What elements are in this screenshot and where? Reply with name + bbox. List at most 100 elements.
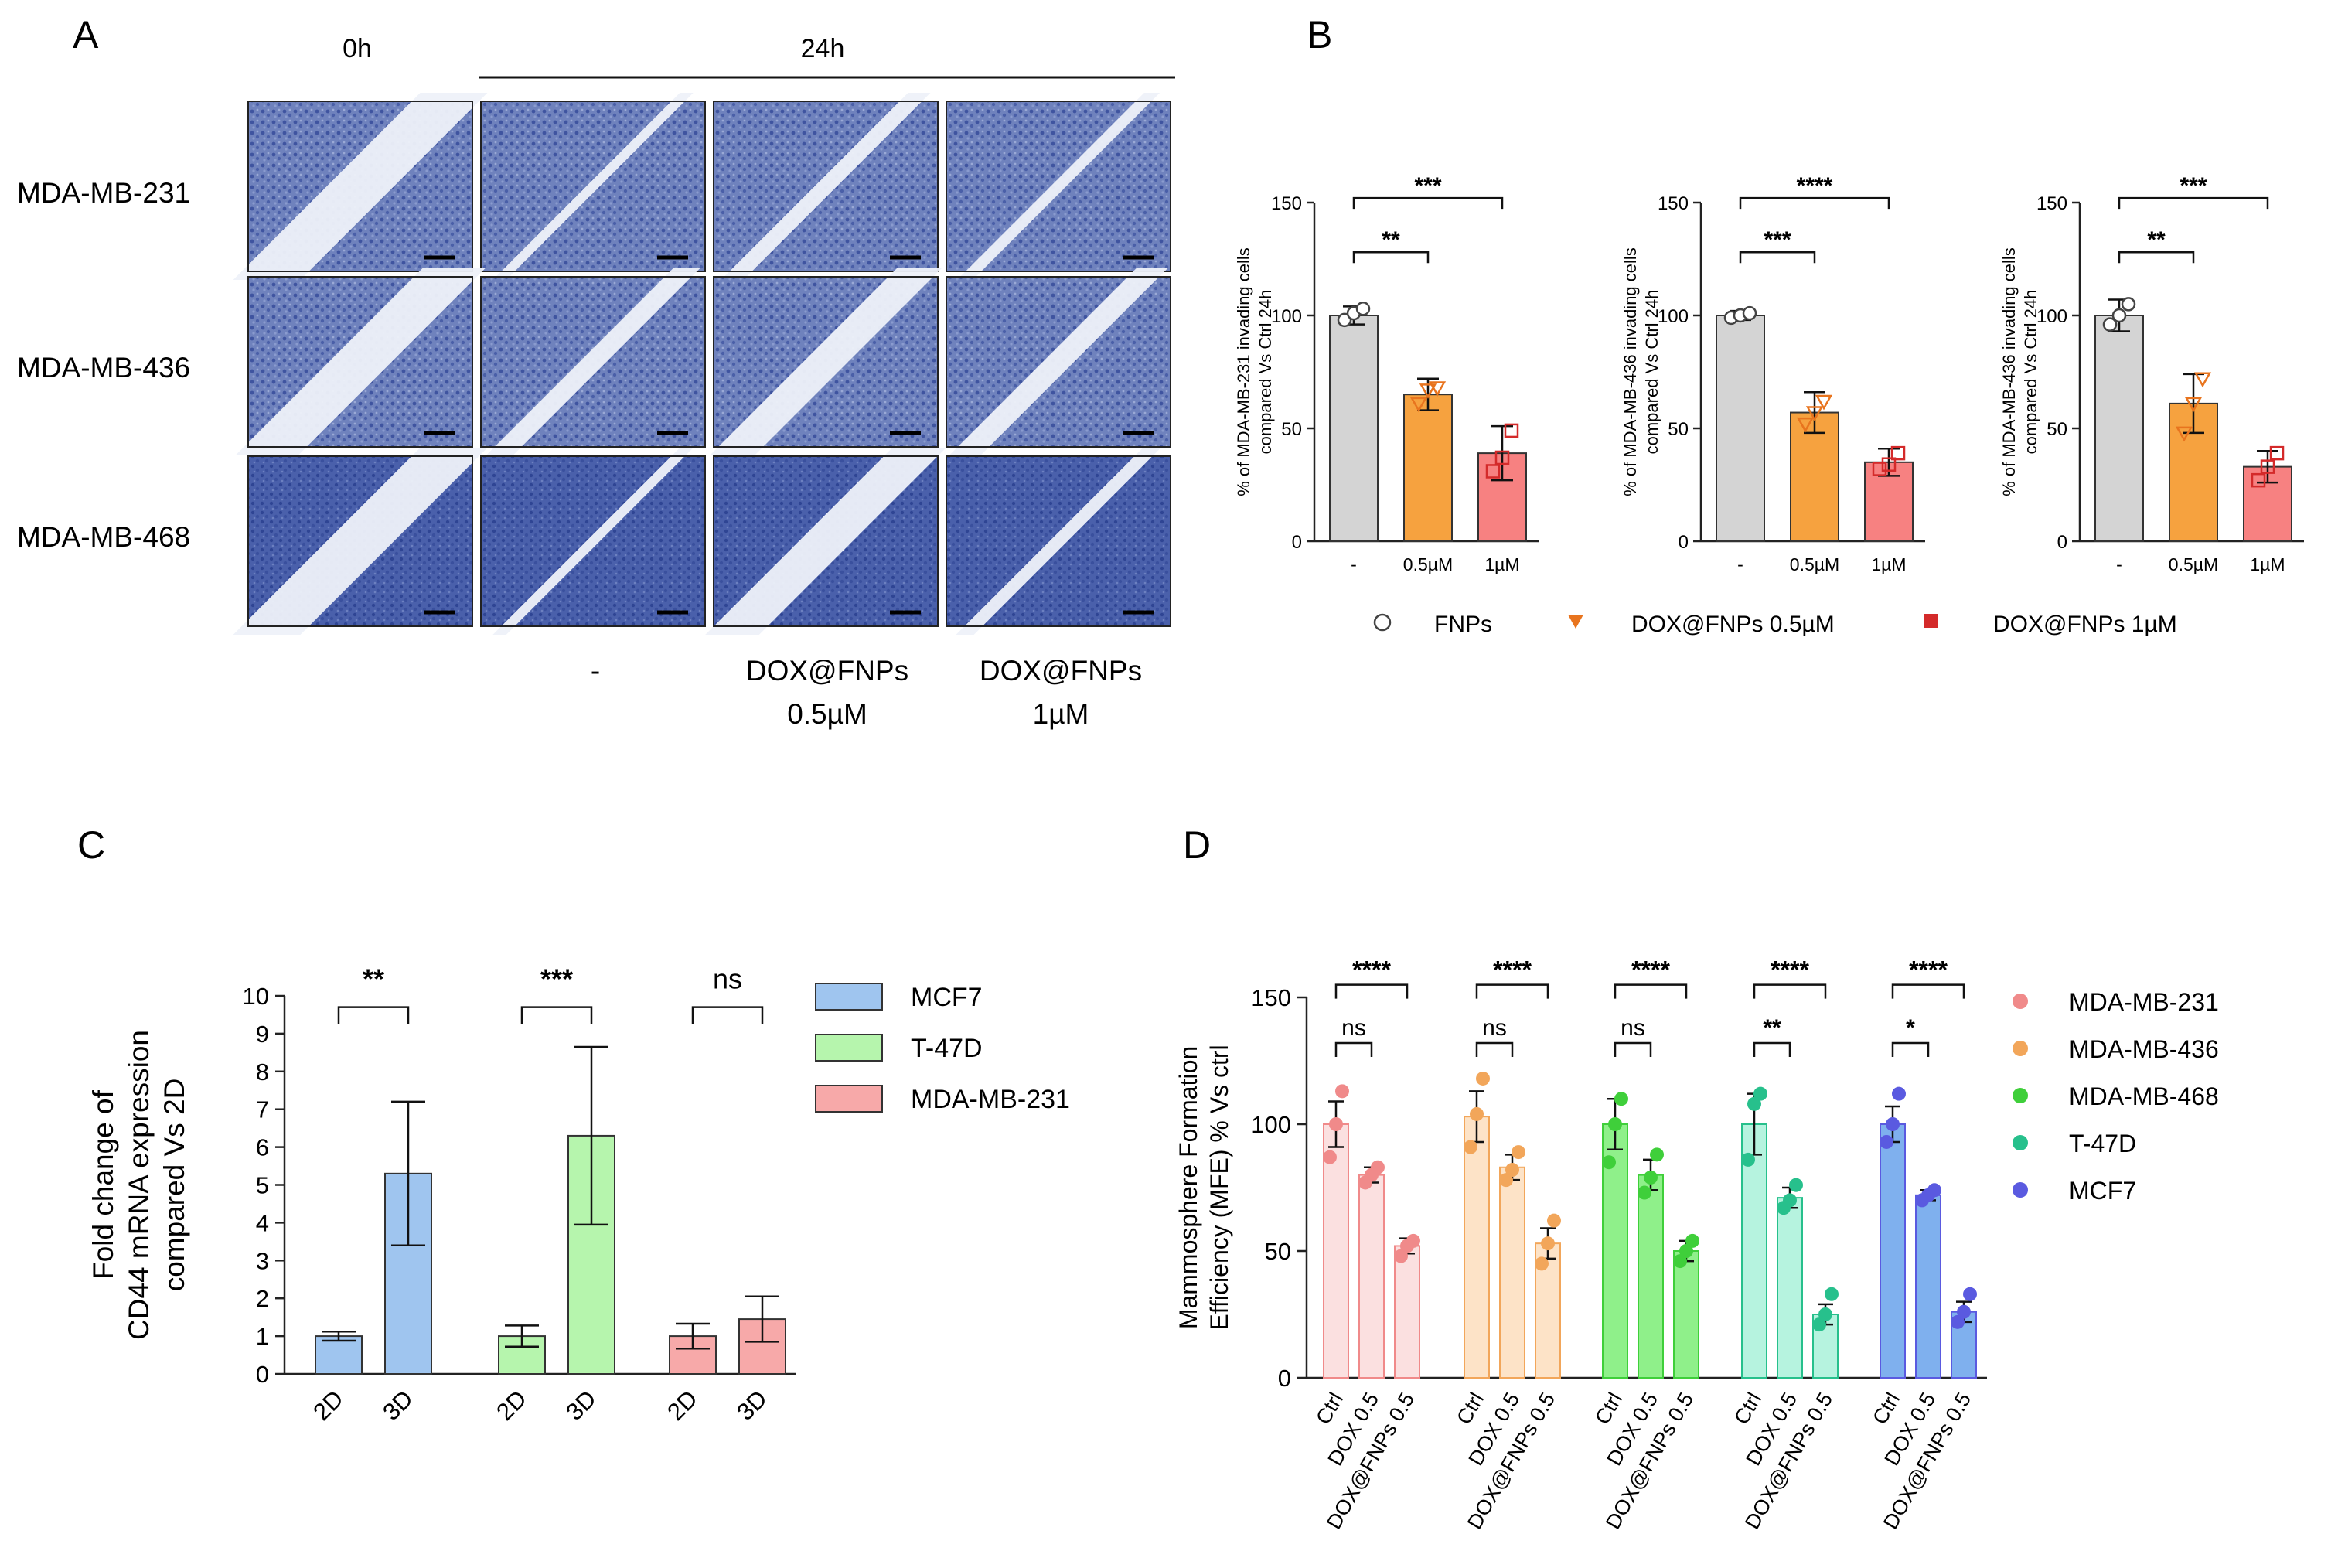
significance-label-small: ns [1341, 1015, 1366, 1041]
x-tick-label: 2D [491, 1385, 532, 1426]
data-point [1476, 1071, 1490, 1086]
data-point [1535, 1256, 1549, 1271]
significance-bracket-big [1334, 983, 1409, 999]
data-point [2121, 297, 2136, 312]
significance-bracket [691, 1006, 764, 1024]
legend-c-t47d-swatch [815, 1034, 883, 1062]
legend-c-mcf7-swatch [815, 983, 883, 1011]
treatment-label-dox-0.5-line1: DOX@FNPs [746, 655, 908, 687]
y-tick-label: 6 [256, 1134, 269, 1161]
data-point [2193, 372, 2212, 388]
data-point [2175, 426, 2193, 442]
significance-label: *** [2180, 173, 2207, 199]
micrograph-frame [247, 276, 473, 448]
data-point [1673, 1254, 1687, 1269]
data-point [1650, 1147, 1664, 1162]
data-point [2111, 308, 2127, 323]
micrograph-frame [480, 455, 706, 627]
data-point [1323, 1150, 1337, 1164]
y-axis-label: Fold change of CD44 mRNA expression compar… [87, 1030, 190, 1340]
row-label-mda-mb-468: MDA-MB-468 [17, 521, 190, 553]
y-axis-label-line: % of MDA-MB-231 invading cells [1234, 247, 1253, 496]
significance-label-small: ns [1621, 1015, 1645, 1041]
significance-label: ** [1382, 227, 1400, 253]
data-point [1796, 417, 1815, 433]
legend-c: MCF7 T-47D MDA-MB-231 [815, 983, 1070, 1114]
y-tick-label: 150 [2036, 193, 2067, 214]
time-label-0h: 0h [343, 34, 372, 63]
significance-bracket-big [1891, 983, 1965, 999]
bar-MCF7-Ctrl [1880, 1123, 1906, 1379]
bar-MDA-MB-231-DOX@FNPs 0.5 [1394, 1245, 1420, 1379]
legend-c-t47d-label: T-47D [911, 1034, 983, 1063]
significance-label: **** [1797, 173, 1833, 199]
legend-b: FNPs DOX@FNPs 0.5µM DOX@FNPs 1µM [1373, 612, 2177, 637]
y-tick-label: 2 [256, 1285, 269, 1312]
data-point [1951, 1314, 1965, 1329]
micrograph-r2-c1 [235, 268, 486, 455]
y-tick-label: 9 [256, 1021, 269, 1048]
data-point [1547, 1213, 1561, 1228]
data-point [1754, 1086, 1767, 1101]
data-point [1409, 397, 1428, 413]
legend-b-fnps-label: FNPs [1434, 612, 1492, 637]
significance-label: *** [540, 963, 573, 995]
y-tick-label: 150 [1658, 193, 1689, 214]
y-tick-label: 100 [2036, 306, 2067, 327]
micrograph-frame [946, 101, 1171, 272]
data-point [1428, 381, 1447, 397]
micrograph-frame [480, 276, 706, 448]
significance-bracket-big [1475, 983, 1549, 999]
y-axis-label: % of MDA-MB-436 invading cells compared V… [1999, 247, 2040, 496]
legend-d-mcf7-dot [2013, 1182, 2028, 1198]
bar-MDA-MB-436-Ctrl [1464, 1116, 1490, 1379]
y-axis-label: % of MDA-MB-231 invading cells compared V… [1234, 247, 1275, 496]
significance-label-small: ** [1763, 1015, 1781, 1041]
data-point [1685, 1233, 1699, 1248]
x-tick-label: Ctrl [1452, 1389, 1488, 1428]
scratch-wound-gap [492, 448, 694, 635]
data-point [1747, 1096, 1761, 1111]
legend-d-mda-mb-231-dot [2013, 994, 2028, 1009]
y-tick-label: 50 [2047, 419, 2067, 440]
data-point [1406, 1233, 1420, 1248]
micrograph-r2-c4 [946, 268, 1171, 455]
data-point [1742, 305, 1757, 321]
y-tick-label: 0 [1278, 1365, 1291, 1392]
bar-T-47D-DOX 0.5 [1777, 1197, 1803, 1379]
x-tick-label: - [2116, 554, 2122, 574]
legend-b-dox-1-marker [1924, 614, 1938, 628]
y-axis-label-line: compared Vs 2D [158, 1079, 190, 1292]
data-point [1464, 1140, 1477, 1154]
data-point [1679, 1244, 1693, 1258]
legend-d-mda-mb-468-label: MDA-MB-468 [2069, 1082, 2219, 1110]
panel-letter-d: D [1183, 823, 1211, 867]
data-point [1512, 1145, 1525, 1160]
data-point [2251, 472, 2266, 488]
micrograph-r2-c3 [710, 268, 942, 455]
data-point [1504, 423, 1519, 438]
data-point [1783, 1193, 1797, 1208]
data-point [1890, 445, 1906, 461]
bar-- [1329, 315, 1379, 542]
micrograph-frame [713, 101, 939, 272]
data-point [2102, 317, 2118, 332]
y-tick-label: 0 [1679, 532, 1689, 553]
bar-0.5µM [1790, 411, 1839, 542]
significance-bracket [1352, 196, 1504, 210]
x-tick-label: 3D [561, 1385, 602, 1426]
significance-bracket [1352, 251, 1430, 264]
legend-b-fnps-marker [1373, 613, 1392, 632]
data-point [1602, 1155, 1616, 1170]
bar-MCF7-2D [315, 1335, 363, 1375]
data-point [2184, 397, 2203, 413]
x-tick-label: Ctrl [1311, 1389, 1348, 1428]
bar-- [1716, 315, 1765, 542]
x-tick-label: Ctrl [1730, 1389, 1766, 1428]
significance-label: *** [1414, 173, 1441, 199]
micrograph-grid [233, 93, 1171, 635]
x-tick-label: Ctrl [1868, 1389, 1904, 1428]
y-tick-label: 0 [2057, 532, 2067, 553]
bar-MDA-MB-468-DOX 0.5 [1638, 1174, 1664, 1379]
